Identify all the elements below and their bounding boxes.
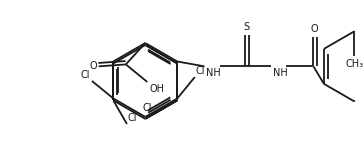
- Text: Cl: Cl: [142, 103, 152, 113]
- Text: NH: NH: [206, 68, 221, 78]
- Text: O: O: [89, 61, 97, 71]
- Text: OH: OH: [149, 84, 164, 94]
- Text: O: O: [310, 24, 318, 34]
- Text: NH: NH: [273, 68, 287, 78]
- Text: Cl: Cl: [196, 66, 205, 76]
- Text: S: S: [243, 22, 249, 32]
- Text: Cl: Cl: [128, 113, 137, 123]
- Text: CH₃: CH₃: [345, 59, 363, 69]
- Text: Cl: Cl: [80, 70, 90, 80]
